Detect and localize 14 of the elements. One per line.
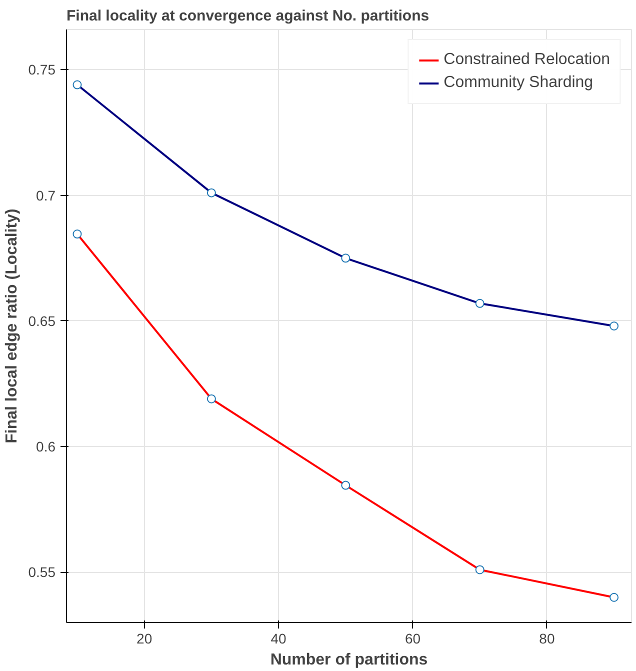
- x-axis-title: Number of partitions: [270, 652, 428, 668]
- y-tick-label: 0.6: [36, 438, 56, 455]
- x-tick-label: 40: [270, 630, 287, 646]
- y-axis-title: Final local edge ratio (Locality): [3, 208, 20, 444]
- legend-label: Community Sharding: [444, 74, 594, 92]
- y-tick-label: 0.55: [28, 564, 56, 580]
- chart-title: Final locality at convergence against No. partitions: [66, 8, 430, 24]
- legend-label: Constrained Relocation: [444, 51, 610, 69]
- x-tick-label: 80: [539, 630, 555, 646]
- y-tick-label: 0.7: [36, 187, 56, 204]
- y-tick-label: 0.75: [28, 62, 56, 78]
- x-tick-label: 60: [404, 630, 421, 646]
- y-tick-label: 0.65: [28, 312, 56, 329]
- x-tick-label: 20: [136, 630, 152, 646]
